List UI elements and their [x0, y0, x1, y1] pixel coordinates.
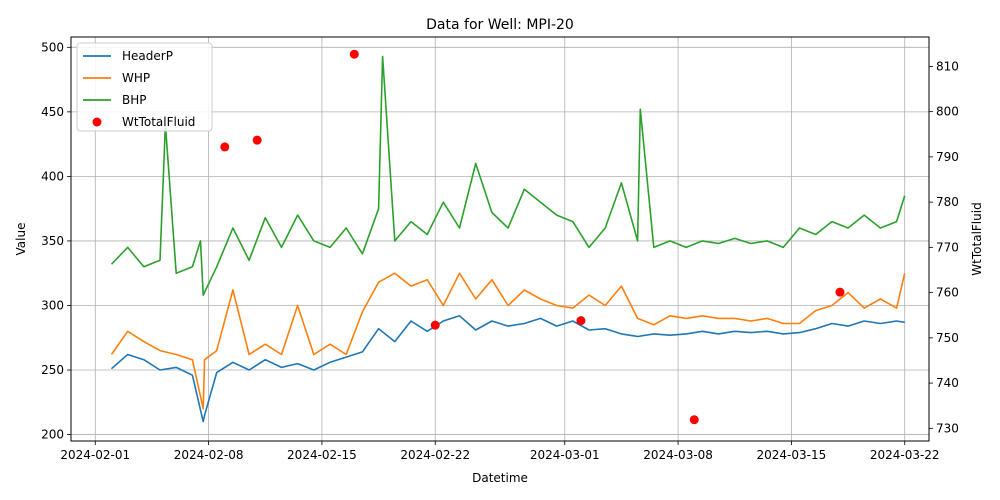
x-tick-label: 2024-03-15 — [757, 448, 827, 462]
bhp-line — [110, 55, 906, 296]
legend-label: HeaderP — [122, 49, 173, 63]
headerp-line — [110, 314, 905, 423]
y2-tick-label: 740 — [936, 376, 959, 390]
legend-label: WtTotalFluid — [122, 115, 195, 129]
y-axis-label: Value — [14, 223, 28, 256]
plot-frame — [70, 36, 930, 442]
x-tick-label: 2024-03-08 — [643, 448, 713, 462]
x-axis: 2024-02-01 2024-02-08 2024-02-15 2024-02-22… — [60, 441, 940, 462]
y2-tick-label: 730 — [936, 421, 959, 435]
y2-tick-label: 750 — [936, 331, 959, 345]
wttotalfluid-point — [576, 316, 586, 326]
y-axis-left: 200 250 300 350 400 450 500 — [41, 40, 71, 442]
wttotalfluid-point — [220, 142, 230, 152]
y-axis-right: 730 740 750 760 770 780 790 800 810 — [929, 59, 959, 435]
y-tick-label: 450 — [41, 105, 64, 119]
x-tick-label: 2024-02-01 — [60, 448, 130, 462]
x-tick-label: 2024-02-22 — [400, 448, 470, 462]
legend-label: WHP — [122, 71, 150, 85]
x-tick-label: 2024-03-01 — [530, 448, 600, 462]
y2-tick-label: 780 — [936, 195, 959, 209]
grid — [71, 37, 929, 441]
legend-box — [76, 42, 213, 132]
y2-tick-label: 760 — [936, 286, 959, 300]
wttotalfluid-point — [349, 49, 359, 59]
y-tick-label: 200 — [41, 428, 64, 442]
y2-tick-label: 770 — [936, 240, 959, 254]
y2-tick-label: 810 — [936, 59, 959, 73]
x-tick-label: 2024-03-22 — [870, 448, 940, 462]
y2-axis-label: WtTotalFluid — [970, 202, 984, 275]
x-tick-label: 2024-02-08 — [174, 448, 244, 462]
legend: HeaderP WHP BHP WtTotalFluid — [76, 42, 213, 132]
y-tick-label: 350 — [41, 234, 64, 248]
legend-marker — [92, 117, 102, 127]
x-axis-label: Datetime — [472, 471, 528, 485]
y2-tick-label: 790 — [936, 150, 959, 164]
y-tick-label: 500 — [41, 40, 64, 54]
plot-area — [110, 49, 906, 425]
wttotalfluid-point — [252, 135, 262, 145]
y2-tick-label: 800 — [936, 105, 959, 119]
chart-title: Data for Well: MPI-20 — [426, 17, 574, 33]
y-tick-label: 300 — [41, 298, 64, 312]
wttotalfluid-point — [835, 287, 845, 297]
wttotalfluid-point — [430, 320, 440, 330]
legend-label: BHP — [122, 93, 147, 107]
whp-line — [110, 272, 906, 410]
y-tick-label: 250 — [41, 363, 64, 377]
x-tick-label: 2024-02-15 — [287, 448, 357, 462]
y-tick-label: 400 — [41, 169, 64, 183]
wttotalfluid-point — [689, 415, 699, 425]
